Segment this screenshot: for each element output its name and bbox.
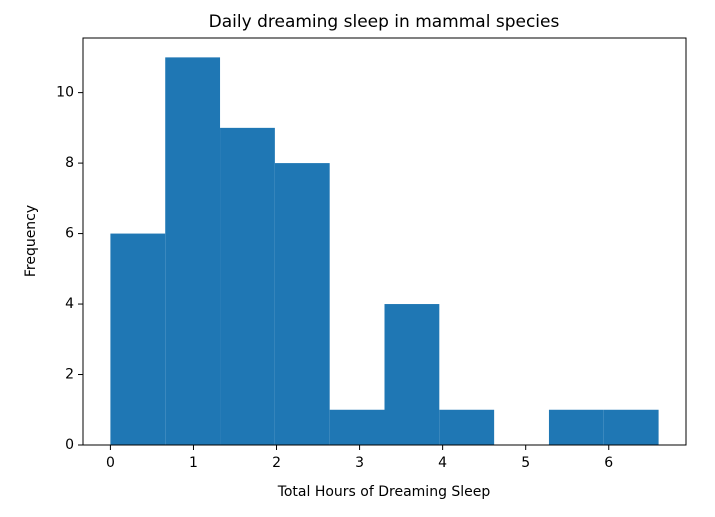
bar bbox=[439, 409, 495, 445]
x-tick-label: 2 bbox=[272, 455, 281, 471]
y-tick-label: 6 bbox=[65, 226, 74, 242]
y-tick-label: 0 bbox=[65, 437, 74, 453]
bar bbox=[548, 409, 604, 445]
plot-frame bbox=[82, 37, 687, 446]
y-tick-label: 2 bbox=[65, 367, 74, 383]
bar bbox=[274, 163, 330, 445]
bar bbox=[110, 233, 166, 445]
x-tick-label: 6 bbox=[604, 455, 613, 471]
y-tick-label: 4 bbox=[65, 296, 74, 312]
y-tick-label: 10 bbox=[56, 85, 74, 101]
x-tick-label: 5 bbox=[521, 455, 530, 471]
x-tick-label: 3 bbox=[355, 455, 364, 471]
bar bbox=[220, 127, 275, 445]
chart-title: Daily dreaming sleep in mammal species bbox=[209, 12, 560, 32]
bar bbox=[603, 409, 659, 445]
bar bbox=[384, 304, 440, 445]
bar bbox=[165, 57, 221, 445]
y-tick-label: 8 bbox=[65, 155, 74, 171]
x-tick-label: 4 bbox=[438, 455, 447, 471]
x-tick-label: 1 bbox=[189, 455, 198, 471]
x-tick-label: 0 bbox=[106, 455, 115, 471]
x-axis-label: Total Hours of Dreaming Sleep bbox=[277, 484, 491, 500]
y-axis-label: Frequency bbox=[23, 205, 39, 277]
bar bbox=[329, 409, 385, 445]
